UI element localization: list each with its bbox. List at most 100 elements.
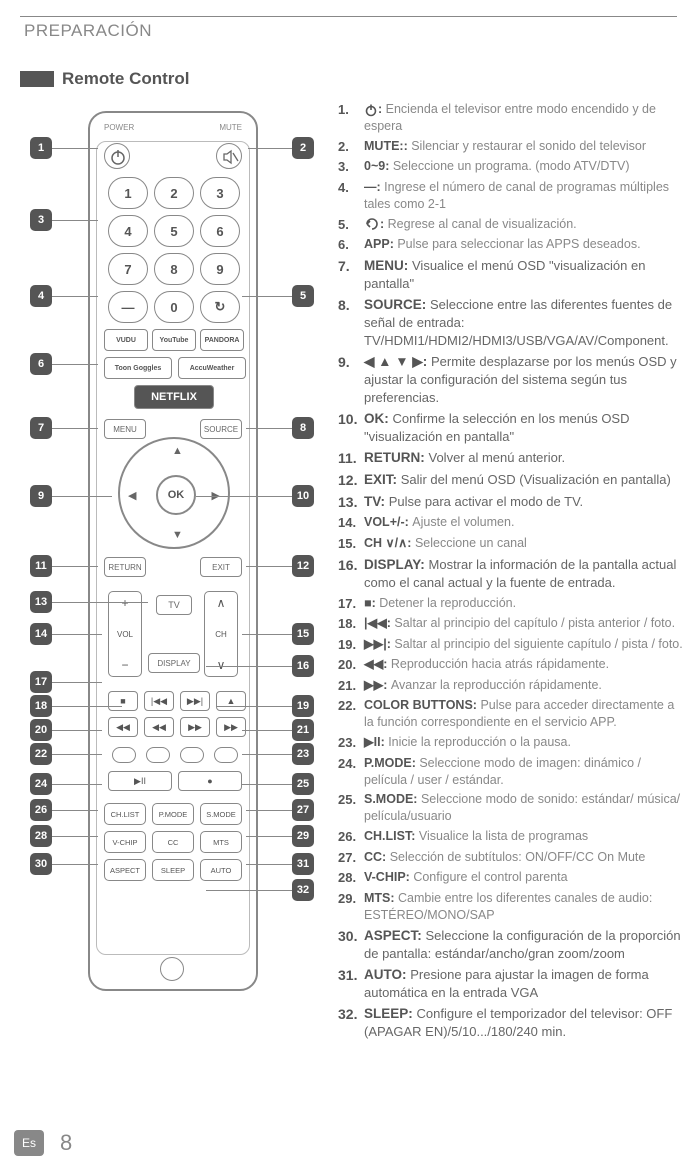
vchip-button[interactable]: V-CHIP [104,831,146,853]
display-button[interactable]: DISPLAY [148,653,200,673]
power-button[interactable] [104,143,130,169]
color-yellow[interactable] [180,747,204,763]
channel-rocker[interactable]: ∧ CH ∨ [204,591,238,677]
app-toon[interactable]: Toon Goggles [104,357,172,379]
callout-line-12 [246,566,292,567]
item-key: CC: [364,850,390,864]
source-button[interactable]: SOURCE [200,419,242,439]
stop-button[interactable]: ■ [108,691,138,711]
section-bar [20,71,54,87]
app-youtube[interactable]: YouTube [152,329,196,351]
item-icon: ◀ ▲ ▼ ▶ [364,354,423,369]
mts-button[interactable]: MTS [200,831,242,853]
pmode-button[interactable]: P.MODE [152,803,194,825]
color-blue[interactable] [214,747,238,763]
aspect-button[interactable]: ASPECT [104,859,146,881]
item-key: : [378,102,386,116]
volume-rocker[interactable]: + VOL − [108,591,142,677]
section-title-row: Remote Control [20,69,697,89]
apps-row-1: VUDU YouTube PANDORA [104,329,244,351]
app-accu[interactable]: AccuWeather [178,357,246,379]
list-item: 32.SLEEP: Configure el temporizador del … [338,1005,683,1041]
footer-page: 8 [60,1130,72,1156]
num-1[interactable]: 1 [108,177,148,209]
color-green[interactable] [146,747,170,763]
list-item: 26.CH.LIST: Visualice la lista de progra… [338,828,683,846]
dpad[interactable]: ▲ ▼ ◀ ▶ OK [118,437,230,549]
item-number: 24. [338,755,364,789]
item-number: 21. [338,677,364,695]
list-item: 10.OK: Confirme la selección en los menú… [338,410,683,446]
num-8[interactable]: 8 [154,253,194,285]
return-button[interactable]: RETURN [104,557,146,577]
num-3[interactable]: 3 [200,177,240,209]
num-return[interactable]: ↻ [200,291,240,323]
callout-10: 10 [292,485,314,507]
text-row-1: CH.LIST P.MODE S.MODE [104,803,242,825]
prev-button[interactable]: |◀◀ [144,691,174,711]
num-dash[interactable]: — [108,291,148,323]
item-desc: Selección de subtítulos: ON/OFF/CC On Mu… [390,850,646,864]
callout-line-7 [52,428,98,429]
list-item: 14.VOL+/-: Ajuste el volumen. [338,514,683,532]
item-number: 20. [338,656,364,674]
item-desc: Confirme la selección en los menús OSD "… [364,411,630,444]
num-6[interactable]: 6 [200,215,240,247]
num-5[interactable]: 5 [154,215,194,247]
exit-button[interactable]: EXIT [200,557,242,577]
item-body: MUTE:: Silenciar y restaurar el sonido d… [364,138,683,156]
footer: Es 8 [0,1124,697,1162]
callout-30: 30 [30,853,52,875]
callout-8: 8 [292,417,314,439]
mute-button[interactable] [216,143,242,169]
callout-line-23 [242,754,292,755]
text-row-2: V-CHIP CC MTS [104,831,242,853]
list-item: 19.▶▶|: Saltar al principio del siguient… [338,636,683,654]
app-vudu[interactable]: VUDU [104,329,148,351]
app-pandora[interactable]: PANDORA [200,329,244,351]
list-item: 21.▶▶: Avanzar la reproducción rápidamen… [338,677,683,695]
item-key: RETURN: [364,450,429,465]
callout-15: 15 [292,623,314,645]
cc-button[interactable]: CC [152,831,194,853]
color-red[interactable] [112,747,136,763]
item-desc: Saltar al principio del capítulo / pista… [394,616,675,630]
ok-button[interactable]: OK [156,475,196,515]
rewind-button[interactable]: ◀◀ [108,717,138,737]
num-2[interactable]: 2 [154,177,194,209]
footer-lang: Es [14,1130,44,1156]
menu-button[interactable]: MENU [104,419,146,439]
color-row [112,747,238,763]
callout-line-14 [52,634,102,635]
next-button[interactable]: ▶▶| [180,691,210,711]
netflix-button[interactable]: NETFLIX [134,385,214,409]
item-desc: Volver al menú anterior. [429,450,566,465]
play-pause-button[interactable]: ▶II [108,771,172,791]
smode-button[interactable]: S.MODE [200,803,242,825]
list-item: 7.MENU: Visualice el menú OSD "visualiza… [338,257,683,293]
ffwd2-button[interactable]: ▶▶ [216,717,246,737]
tv-button[interactable]: TV [156,595,192,615]
apps-row-2: Toon Goggles AccuWeather [104,357,246,379]
list-item: 5.: Regrese al canal de visualización. [338,216,683,234]
eject-button[interactable]: ▲ [216,691,246,711]
sleep-button[interactable]: SLEEP [152,859,194,881]
rew2-button[interactable]: ◀◀ [144,717,174,737]
item-body: AUTO: Presione para ajustar la imagen de… [364,966,683,1002]
ffwd-button[interactable]: ▶▶ [180,717,210,737]
chlist-button[interactable]: CH.LIST [104,803,146,825]
callout-line-29 [246,836,292,837]
num-0[interactable]: 0 [154,291,194,323]
list-item: 2.MUTE:: Silenciar y restaurar el sonido… [338,138,683,156]
auto-button[interactable]: AUTO [200,859,242,881]
num-7[interactable]: 7 [108,253,148,285]
item-key: —: [364,180,384,194]
item-icon: ◀◀ [364,657,383,671]
item-key: : [383,657,391,671]
item-key: : [383,678,391,692]
callout-23: 23 [292,743,314,765]
item-number: 4. [338,179,364,213]
num-4[interactable]: 4 [108,215,148,247]
record-button[interactable]: ● [178,771,242,791]
num-9[interactable]: 9 [200,253,240,285]
